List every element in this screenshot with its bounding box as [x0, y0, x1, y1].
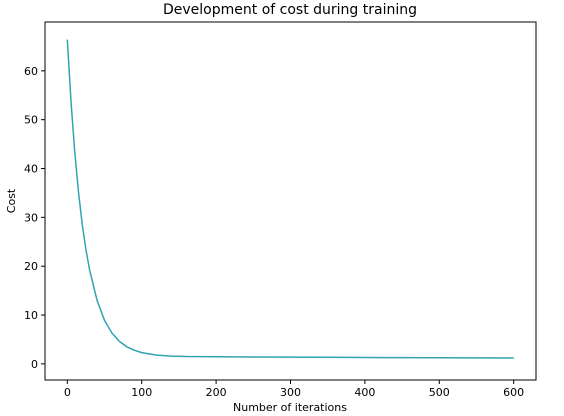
- y-tick-label: 10: [24, 309, 38, 322]
- series-line: [66, 39, 514, 359]
- x-tick-label: 400: [354, 386, 375, 399]
- y-axis-label: Cost: [5, 188, 18, 213]
- x-tick-label: 0: [64, 386, 71, 399]
- y-tick-label: 60: [24, 65, 38, 78]
- x-tick-label: 200: [206, 386, 227, 399]
- y-tick-label: 30: [24, 211, 38, 224]
- x-tick-label: 300: [280, 386, 301, 399]
- y-tick-label: 50: [24, 114, 38, 127]
- x-tick-label: 600: [503, 386, 524, 399]
- x-tick-label: 500: [429, 386, 450, 399]
- y-axis: 0 10 20 30 40 50 60: [24, 65, 45, 371]
- y-tick-label: 0: [31, 358, 38, 371]
- y-tick-label: 20: [24, 260, 38, 273]
- x-tick-label: 100: [131, 386, 152, 399]
- x-axis-label: Number of iterations: [233, 401, 347, 414]
- y-tick-label: 40: [24, 163, 38, 176]
- x-axis: 0 100 200 300 400 500 600: [64, 380, 524, 399]
- chart-title: Development of cost during training: [163, 2, 417, 18]
- plot-area: [44, 21, 537, 381]
